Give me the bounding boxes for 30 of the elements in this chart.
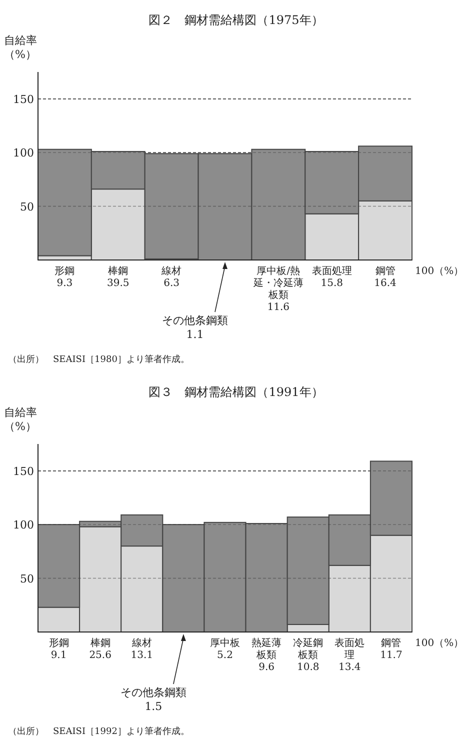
chart-title: 図３ 鋼材需給構図（1991年） [148, 385, 324, 399]
y-axis-title: 自給率（%） [4, 406, 37, 433]
x-tick-label: 鋼管 16.4 [374, 266, 396, 289]
x-tick-label: 熱延薄板類 9.6 [252, 637, 282, 673]
x-tick-label: 表面処理 13.4 [334, 637, 365, 673]
x-tick-label: 棒鋼 25.6 [89, 637, 112, 661]
x-tick-label: 線材 13.1 [130, 637, 154, 661]
chart-title: 図２ 鋼材需給構図（1975年） [148, 13, 324, 27]
text: （出所） SEAISI［1980］より筆者作成。 [8, 354, 190, 365]
text: その他条鋼類 1.5 [120, 686, 186, 713]
text: その他条鋼類 1.1 [162, 314, 228, 341]
text: （出所） SEAISI［1992］より筆者作成。 [8, 726, 190, 737]
x-tick-label: 表面処理 15.8 [312, 265, 352, 289]
y-tick-label: 100 [13, 146, 34, 160]
x-tick-label: 厚中板/熱延・冷延薄板類 11.6 [252, 265, 304, 313]
y-axis-title: 自給率（%） [4, 34, 37, 61]
x-tick-label: 厚中板 5.2 [210, 637, 240, 661]
y-tick-label: 100 [13, 518, 34, 532]
x-tick-label: 棒鋼 39.5 [107, 265, 130, 289]
x-axis-title: 100（%） [415, 266, 464, 277]
x-tick-label: 形鋼 9.1 [48, 638, 69, 661]
x-tick-label: 線材 6.3 [160, 265, 182, 289]
y-tick-label: 50 [20, 200, 34, 214]
y-tick-label: 150 [13, 92, 34, 106]
x-tick-label: 形鋼 9.3 [54, 266, 75, 289]
y-tick-label: 150 [13, 464, 34, 478]
x-axis-title: 100（%） [415, 638, 464, 649]
x-tick-label: 鋼管 11.7 [380, 638, 402, 661]
x-tick-label: 冷延鋼板類 10.8 [293, 637, 324, 673]
y-tick-label: 50 [20, 572, 34, 586]
